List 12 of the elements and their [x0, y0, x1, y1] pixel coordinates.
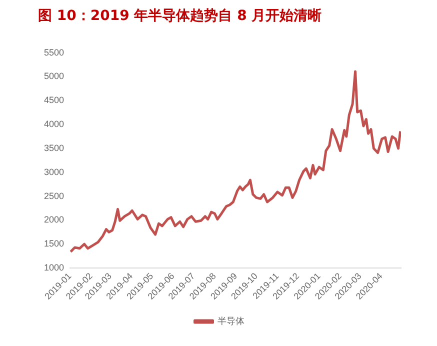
- y-tick-label: 1000: [44, 262, 64, 272]
- legend-label: 半导体: [217, 316, 244, 327]
- y-tick-label: 2000: [44, 214, 64, 225]
- y-tick-label: 4500: [44, 95, 64, 106]
- y-tick-label: 5500: [44, 47, 64, 58]
- y-tick-label: 1500: [44, 238, 64, 249]
- y-tick-label: 3500: [44, 142, 64, 153]
- y-tick-label: 4000: [44, 119, 64, 130]
- chart-title: 图 10：2019 年半导体趋势自 8 月开始清晰: [38, 8, 322, 24]
- y-tick-label: 2500: [44, 190, 64, 201]
- y-tick-label: 5000: [44, 71, 64, 82]
- y-tick-label: 3000: [44, 166, 64, 177]
